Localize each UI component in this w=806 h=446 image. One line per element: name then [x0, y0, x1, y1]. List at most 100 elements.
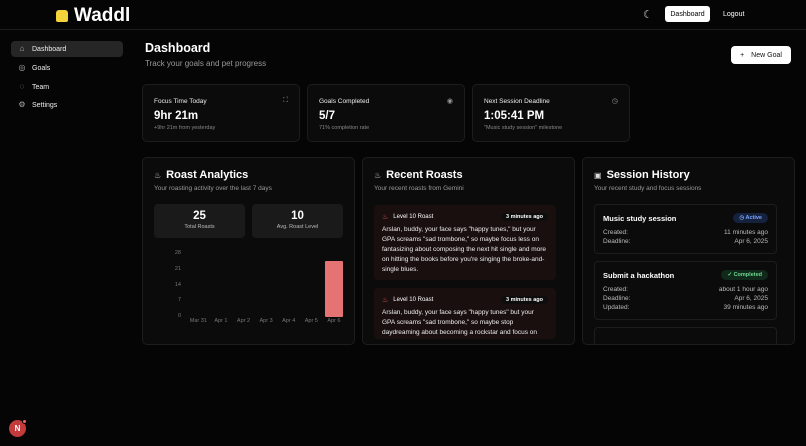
roast-item: ♨ Level 10 Roast 3 minutes ago Arslan, budd… [374, 205, 556, 280]
y-tick-label: 0 [177, 313, 181, 319]
chat-icon: ◌ [19, 82, 25, 91]
row-label: Created: [603, 286, 628, 293]
home-icon: ⌂ [19, 44, 25, 53]
roast-analytics-panel: ♨ Roast Analytics Your roasting activity … [142, 157, 355, 345]
row-value: Apr 6, 2025 [734, 295, 768, 302]
row-label: Deadline: [603, 295, 631, 302]
moon-icon[interactable]: ☾ [643, 9, 653, 21]
stat-card-goals: Goals Completed ◉ 5/7 71% completion rate [307, 84, 465, 142]
panel-subtitle: Your recent study and focus sessions [594, 185, 702, 192]
stat-value: 5/7 [319, 110, 335, 122]
duck-icon [56, 10, 68, 22]
top-header [0, 0, 806, 30]
x-tick-label: Apr 2 [236, 318, 251, 324]
user-avatar[interactable]: N [9, 419, 27, 437]
roast-level: Level 10 Roast [393, 297, 434, 303]
status-badge: ✓ Completed [721, 270, 768, 280]
roast-time: 3 minutes ago [501, 213, 548, 221]
sidebar-item-label: Goals [32, 64, 51, 72]
x-tick-label: Apr 1 [214, 318, 228, 324]
avg-level-value: 10 [291, 210, 304, 222]
panel-subtitle: Your recent roasts from Gemini [374, 185, 464, 192]
row-value: Apr 6, 2025 [734, 238, 768, 245]
panel-title: Session History [606, 169, 690, 181]
stat-sub: +9hr 21m from yesterday [154, 125, 216, 131]
session-item[interactable]: Submit a hackathon ✓ Completed Created: ab… [594, 261, 777, 320]
roast-level: Level 10 Roast [393, 214, 434, 220]
clock-icon: ◷ [611, 98, 618, 105]
x-tick-label: Mar 31 [189, 318, 207, 324]
stat-label: Next Session Deadline [484, 98, 550, 105]
session-history-panel: ▣ Session History Your recent study and f… [582, 157, 795, 345]
session-item[interactable]: Music study session ◷ Active Created: 11 m… [594, 204, 777, 254]
total-roasts-label: Total Roasts [184, 224, 215, 230]
row-label: Updated: [603, 304, 630, 311]
logo-text: Waddl [74, 5, 131, 26]
calendar-clock-icon: ▣ [594, 170, 602, 180]
row-value: about 1 hour ago [718, 286, 768, 293]
panel-title: Roast Analytics [166, 169, 249, 181]
panel-subtitle: Your roasting activity over the last 7 d… [154, 185, 272, 192]
stat-sub: "Music study session" milestone [484, 125, 563, 131]
page-subtitle: Track your goals and pet progress [145, 59, 267, 68]
roast-text: Arslan, buddy, your face says "happy tun… [382, 309, 538, 336]
session-name: Submit a hackathon [603, 270, 675, 280]
sidebar-item-goals[interactable]: ◎ Goals [11, 60, 123, 76]
session-name: Music study session [603, 213, 677, 223]
roast-text: Arslan, buddy, your face says "happy tun… [382, 226, 547, 273]
row-label: Created: [603, 229, 628, 236]
focus-icon: ⛶ [283, 97, 288, 104]
x-tick-label: Apr 6 [327, 318, 341, 324]
sidebar-item-dashboard[interactable]: ⌂ Dashboard [11, 41, 123, 57]
new-goal-button[interactable]: + New Goal [731, 46, 791, 64]
nav-dashboard-button[interactable]: Dashboard [665, 6, 710, 22]
logo[interactable]: Waddl [56, 5, 130, 27]
y-tick-label: 21 [174, 265, 181, 272]
roast-bar-chart: 0 7 14 21 28 Mar 31 Apr 1 Apr 2 Apr 3 Apr 4 Apr 5 A… [143, 158, 356, 346]
row-value: 39 minutes ago [723, 304, 768, 311]
sidebar-item-label: Team [32, 83, 50, 91]
stat-sub: 71% completion rate [319, 125, 370, 131]
flame-icon: ♨ [374, 170, 382, 180]
sidebar-item-label: Dashboard [32, 45, 67, 53]
plus-icon: + [740, 51, 745, 59]
panel-title: Recent Roasts [386, 169, 463, 181]
flame-icon: ♨ [382, 297, 389, 304]
total-roasts-box: 25 Total Roasts [154, 204, 245, 238]
status-badge: ◷ Active [733, 213, 768, 223]
x-tick-label: Apr 5 [304, 318, 318, 324]
roast-item: ♨ Level 10 Roast 3 minutes ago Arslan, budd… [374, 288, 556, 339]
sidebar-item-team[interactable]: ◌ Team [11, 79, 123, 95]
flame-icon: ♨ [154, 170, 162, 180]
row-value: 11 minutes ago [724, 229, 768, 236]
total-roasts-value: 25 [193, 210, 206, 222]
page-title: Dashboard [145, 41, 211, 55]
new-goal-label: New Goal [751, 51, 782, 59]
x-tick-label: Apr 3 [259, 318, 273, 324]
stat-label: Goals Completed [319, 98, 370, 105]
avg-level-label: Avg. Roast Level [276, 224, 319, 230]
avg-level-box: 10 Avg. Roast Level [252, 204, 343, 238]
sidebar-item-settings[interactable]: ⚙ Settings [11, 97, 123, 113]
logout-button[interactable]: Logout [723, 10, 745, 18]
target-icon: ◉ [446, 98, 453, 105]
roast-time: 3 minutes ago [501, 296, 548, 304]
y-tick-label: 28 [174, 250, 181, 256]
sidebar-item-label: Settings [32, 101, 58, 109]
bar[interactable] [324, 260, 343, 317]
stat-card-deadline: Next Session Deadline ◷ 1:05:41 PM "Music s… [472, 84, 630, 142]
stat-label: Focus Time Today [154, 98, 207, 105]
notification-dot [22, 419, 27, 424]
avatar-initial: N [14, 424, 21, 433]
gear-icon: ⚙ [18, 100, 26, 109]
stat-value: 1:05:41 PM [484, 110, 545, 122]
target-icon: ◎ [18, 63, 26, 72]
stat-value: 9hr 21m [154, 110, 199, 122]
y-tick-label: 7 [177, 297, 181, 304]
x-tick-label: Apr 4 [282, 318, 296, 324]
y-tick-label: 14 [174, 281, 181, 288]
session-item-partial[interactable] [594, 327, 777, 344]
row-label: Deadline: [603, 238, 631, 245]
flame-icon: ♨ [382, 214, 389, 221]
recent-roasts-panel: ♨ Recent Roasts Your recent roasts from G… [362, 157, 575, 345]
